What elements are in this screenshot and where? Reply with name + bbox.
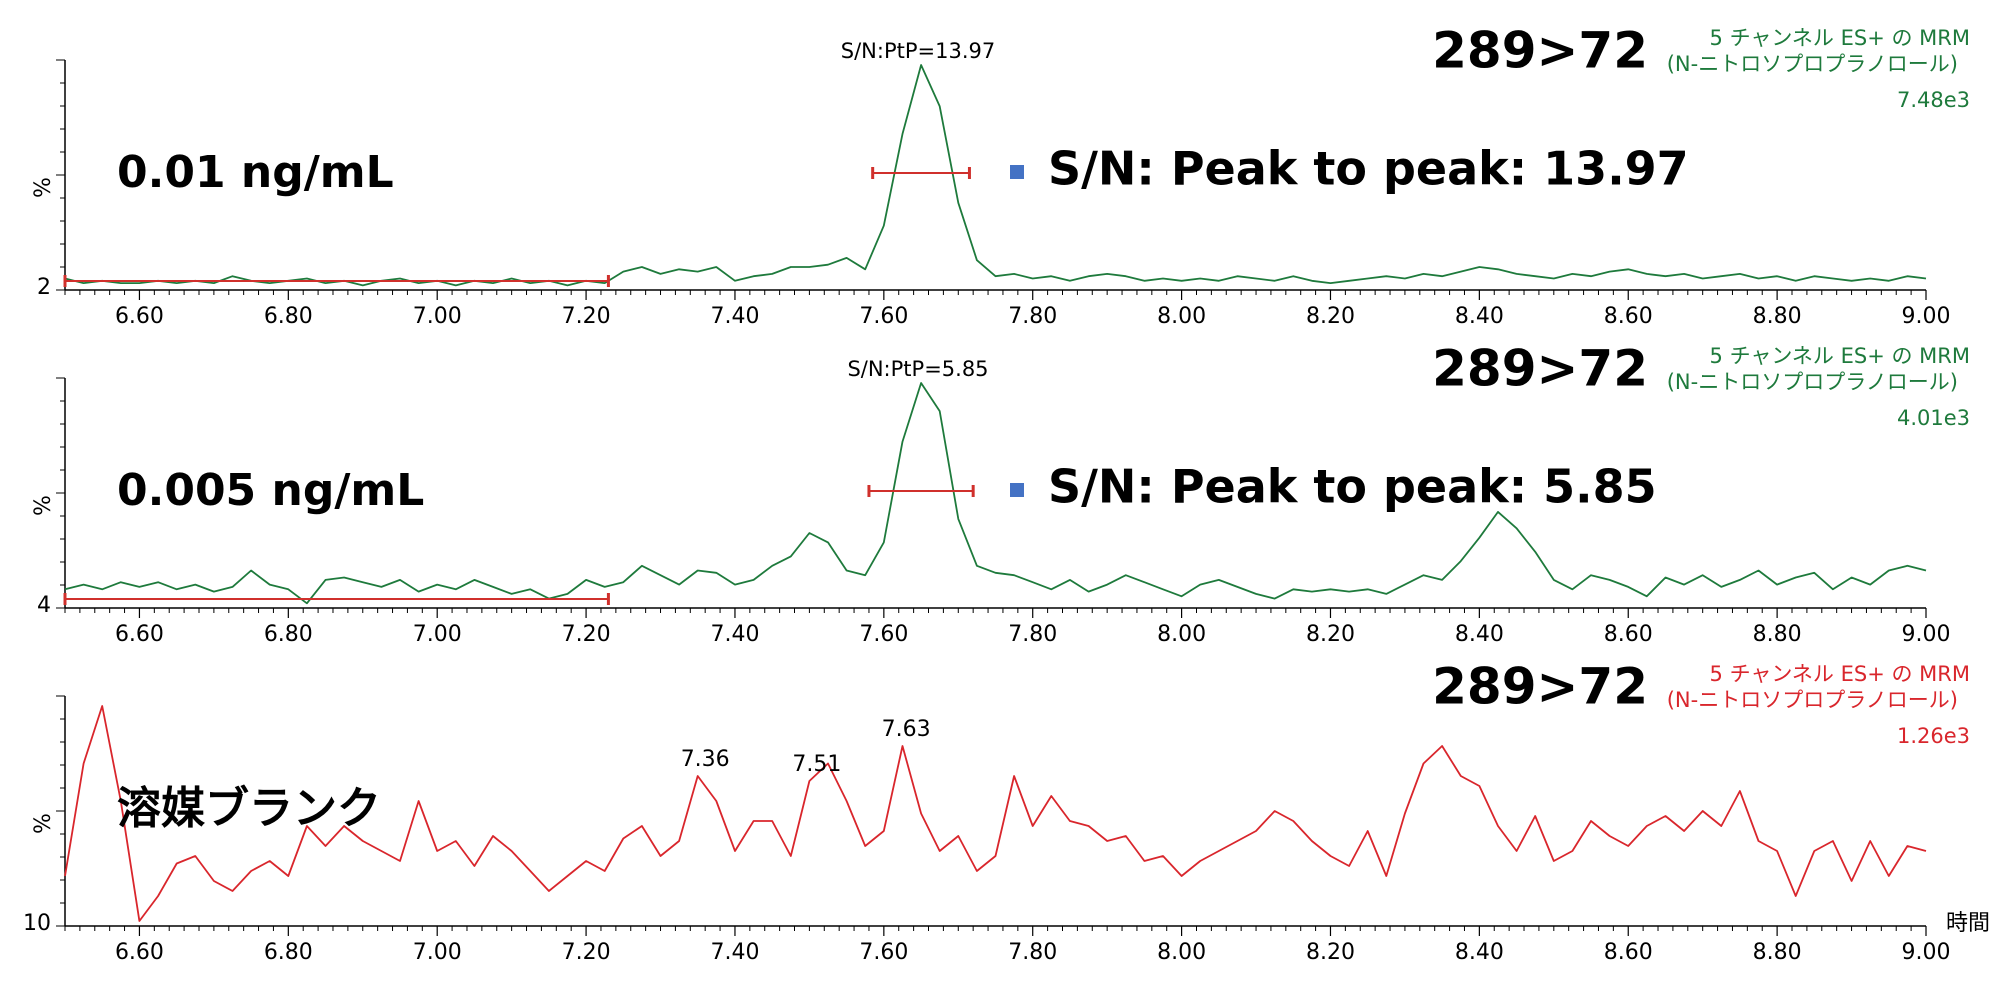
x-tick-label: 7.20	[562, 304, 611, 329]
sn-text: S/N: Peak to peak: 13.97	[1048, 142, 1689, 196]
x-tick-label: 7.40	[710, 622, 759, 647]
peak-label: 7.63	[882, 717, 931, 742]
compound: (N-ニトロソプロプラノロール)	[1667, 52, 1958, 76]
x-tick-label: 7.20	[562, 622, 611, 647]
x-tick-label: 6.80	[264, 304, 313, 329]
compound: (N-ニトロソプロプラノロール)	[1667, 688, 1958, 712]
y-axis-label: %	[31, 177, 56, 198]
x-tick-label: 8.80	[1753, 304, 1802, 329]
compound: (N-ニトロソプロプラノロール)	[1667, 370, 1958, 394]
x-tick-label: 7.80	[1008, 940, 1057, 965]
y-tick-label: 2	[37, 275, 51, 300]
x-tick-label: 8.40	[1455, 304, 1504, 329]
x-tick-label: 8.20	[1306, 940, 1355, 965]
peak-annotation: S/N:PtP=13.97	[841, 39, 995, 63]
channel: 5 チャンネル ES+ の MRM	[1710, 344, 1970, 368]
x-tick-label: 9.00	[1902, 940, 1951, 965]
x-tick-label: 7.20	[562, 940, 611, 965]
x-tick-label: 7.80	[1008, 304, 1057, 329]
sample-label: 溶媒ブランク	[117, 783, 381, 834]
x-tick-label: 7.80	[1008, 622, 1057, 647]
x-axis-label: 時間	[1946, 911, 1990, 936]
y-tick-label: 4	[37, 593, 51, 618]
x-tick-label: 8.00	[1157, 622, 1206, 647]
x-tick-label: 9.00	[1902, 622, 1951, 647]
x-tick-label: 8.40	[1455, 622, 1504, 647]
channel: 5 チャンネル ES+ の MRM	[1710, 662, 1970, 686]
transition: 289>72	[1432, 658, 1648, 716]
peak-label: 7.51	[792, 752, 841, 777]
trace	[64, 382, 1927, 605]
sample-label: 0.01 ng/mL	[117, 147, 394, 198]
x-tick-label: 6.60	[115, 622, 164, 647]
peak-annotation: S/N:PtP=5.85	[847, 357, 988, 381]
x-tick-label: 6.80	[264, 622, 313, 647]
legend-marker	[1010, 165, 1024, 179]
sn-text: S/N: Peak to peak: 5.85	[1048, 460, 1657, 514]
trace	[64, 64, 1927, 287]
transition: 289>72	[1432, 22, 1648, 80]
x-tick-label: 7.60	[859, 622, 908, 647]
intensity: 7.48e3	[1897, 88, 1970, 112]
x-tick-label: 8.60	[1604, 304, 1653, 329]
legend-marker	[1010, 483, 1024, 497]
intensity: 1.26e3	[1897, 724, 1970, 748]
x-tick-label: 8.80	[1753, 940, 1802, 965]
x-tick-label: 8.60	[1604, 622, 1653, 647]
peak-label: 7.36	[681, 747, 730, 772]
x-tick-label: 8.00	[1157, 940, 1206, 965]
x-tick-label: 7.00	[413, 304, 462, 329]
x-tick-label: 7.00	[413, 622, 462, 647]
x-tick-label: 7.60	[859, 940, 908, 965]
x-tick-label: 7.00	[413, 940, 462, 965]
x-tick-label: 8.40	[1455, 940, 1504, 965]
intensity: 4.01e3	[1897, 406, 1970, 430]
x-tick-label: 9.00	[1902, 304, 1951, 329]
y-tick-label: 10	[23, 911, 51, 936]
x-tick-label: 7.60	[859, 304, 908, 329]
x-tick-label: 7.40	[710, 940, 759, 965]
x-tick-label: 6.80	[264, 940, 313, 965]
x-tick-label: 8.20	[1306, 304, 1355, 329]
x-tick-label: 7.40	[710, 304, 759, 329]
x-tick-label: 8.20	[1306, 622, 1355, 647]
transition: 289>72	[1432, 340, 1648, 398]
channel: 5 チャンネル ES+ の MRM	[1710, 26, 1970, 50]
y-axis-label: %	[31, 495, 56, 516]
x-tick-label: 8.80	[1753, 622, 1802, 647]
x-tick-label: 6.60	[115, 940, 164, 965]
y-axis-label: %	[31, 813, 56, 834]
x-tick-label: 8.00	[1157, 304, 1206, 329]
x-tick-label: 6.60	[115, 304, 164, 329]
trace	[64, 705, 1927, 922]
sample-label: 0.005 ng/mL	[117, 465, 424, 516]
x-tick-label: 8.60	[1604, 940, 1653, 965]
